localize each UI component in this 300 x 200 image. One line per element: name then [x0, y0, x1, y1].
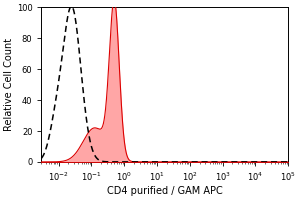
Y-axis label: Relative Cell Count: Relative Cell Count — [4, 38, 14, 131]
X-axis label: CD4 purified / GAM APC: CD4 purified / GAM APC — [107, 186, 223, 196]
